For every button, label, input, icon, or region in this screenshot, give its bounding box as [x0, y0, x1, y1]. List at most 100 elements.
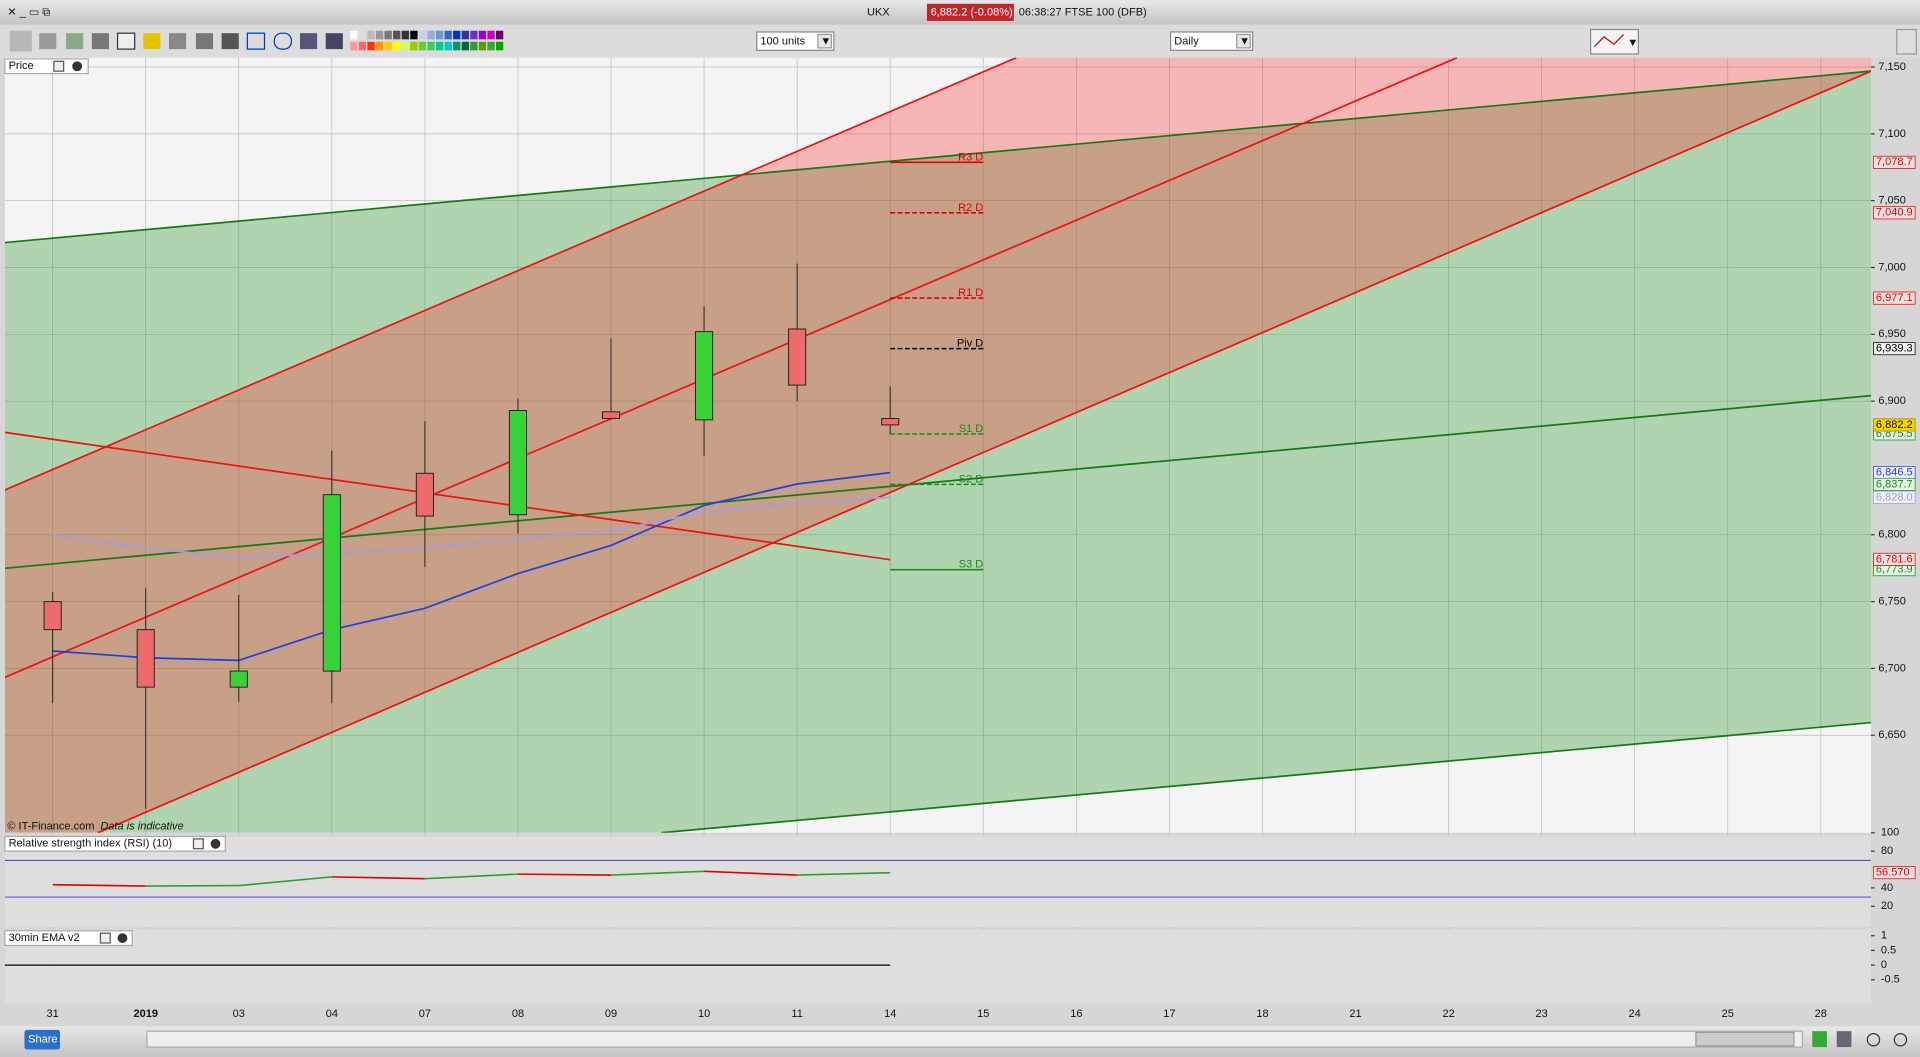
- svg-text:▼: ▼: [1239, 36, 1250, 48]
- price: 6,882.2 (-0.08%): [931, 6, 1013, 18]
- x-tick-label: 08: [512, 1008, 524, 1020]
- last-price-box: [1873, 418, 1916, 432]
- y-tick-label: 80: [1881, 845, 1893, 857]
- status: 06:38:27 FTSE 100 (DFB): [1019, 6, 1147, 18]
- candle-down: [43, 601, 62, 631]
- rsi-segment: [704, 870, 798, 876]
- y-tick-label: -0.5: [1881, 974, 1900, 986]
- y-tick-label: 6,700: [1878, 662, 1906, 674]
- svg-text:▼: ▼: [820, 36, 831, 48]
- share-button[interactable]: Share: [24, 1029, 60, 1050]
- channels: [4, 57, 1872, 833]
- panel-buttons[interactable]: [99, 932, 128, 944]
- y-tick-label: 1: [1881, 930, 1887, 942]
- pivot-name: R1 D: [958, 287, 983, 299]
- rsi-segment: [517, 873, 612, 876]
- level-label-box: [1873, 206, 1916, 220]
- panel-title: 30min EMA v2: [9, 932, 80, 944]
- red-channel: [4, 57, 1872, 833]
- trend-line: [4, 431, 891, 561]
- drawing-tools[interactable]: [9, 30, 343, 52]
- candle-down: [601, 411, 621, 419]
- panel-title: Price: [9, 60, 34, 72]
- y-tick-label: 7,000: [1878, 261, 1906, 273]
- x-tick-label: 11: [791, 1008, 802, 1020]
- y-tick-label: 6,950: [1878, 328, 1906, 340]
- candle-down: [136, 629, 155, 688]
- level-label: 6,837.7: [1876, 478, 1913, 490]
- trend-line: [661, 721, 1872, 833]
- trend-line: [4, 70, 1872, 244]
- window-controls[interactable]: ✕ _ ▭ ⧉: [7, 6, 50, 18]
- panel-buttons[interactable]: [192, 838, 221, 850]
- x-tick-label: 14: [884, 1008, 896, 1020]
- rsi-segment: [797, 871, 891, 876]
- level-label: 7,040.9: [1876, 207, 1913, 219]
- share-label: Share: [28, 1034, 57, 1046]
- plot-area: [4, 57, 1872, 833]
- side-toggle[interactable]: [1896, 28, 1917, 55]
- level-label: 6,773.9: [1876, 564, 1913, 576]
- y-tick-label: 20: [1881, 900, 1893, 912]
- panel-buttons[interactable]: [53, 60, 83, 72]
- level-label-box: [1873, 291, 1916, 305]
- level-label-box: [1873, 477, 1916, 491]
- candle-up: [322, 494, 341, 672]
- panel-header: [4, 835, 226, 852]
- y-tick-label: 100: [1881, 827, 1899, 839]
- pivot-name: S3 D: [959, 559, 984, 571]
- panel-header: [4, 58, 89, 75]
- size-value: 100 units: [760, 36, 805, 48]
- candle-up: [695, 331, 714, 421]
- level-label: 7,078.7: [1876, 156, 1913, 168]
- moving-average: [52, 496, 891, 559]
- indicator-menu[interactable]: ▼: [1590, 28, 1639, 55]
- moving-average: [52, 471, 891, 662]
- pivot-name: S2 D: [959, 473, 984, 485]
- level-label: 6,939.3: [1876, 343, 1913, 355]
- color-palette[interactable]: [350, 30, 504, 51]
- pivot-name: S1 D: [959, 423, 984, 435]
- x-tick-label: 22: [1442, 1008, 1454, 1020]
- y-tick-label: 6,750: [1878, 595, 1906, 607]
- x-tick-label: 31: [47, 1008, 59, 1020]
- y-tick-label: 7,050: [1878, 195, 1906, 207]
- y-tick-label: 6,650: [1878, 729, 1906, 741]
- x-tick-label: 23: [1535, 1008, 1547, 1020]
- scrollbar[interactable]: [146, 1030, 1804, 1048]
- trend-line: [4, 57, 1458, 679]
- x-tick-label: 21: [1349, 1008, 1361, 1020]
- pivot-name: Piv D: [957, 338, 983, 350]
- x-tick-label: 10: [698, 1008, 710, 1020]
- x-tick-label: 09: [605, 1008, 617, 1020]
- rsi-last-label: 56.570: [1876, 867, 1910, 879]
- x-tick-label: 2019: [133, 1008, 158, 1020]
- zoom-tools[interactable]: [1812, 1031, 1908, 1048]
- last-price-label: 6,882.2: [1876, 419, 1913, 431]
- x-tick-label: 04: [326, 1008, 338, 1020]
- period-select[interactable]: ▼ Daily: [1170, 31, 1254, 51]
- note: Data is indicative: [100, 821, 183, 833]
- x-tick-label: 28: [1815, 1008, 1827, 1020]
- series-last-label-box: [1873, 490, 1916, 504]
- series-last-label: 6,828.0: [1876, 491, 1913, 503]
- rsi-segment: [238, 876, 332, 887]
- y-tick-label: 0.5: [1881, 944, 1896, 956]
- y-tick-label: 6,900: [1878, 395, 1906, 407]
- ema-panel: [4, 929, 1872, 1003]
- size-select[interactable]: ▼ 100 units: [756, 31, 835, 51]
- y-tick-label: 6,800: [1878, 529, 1906, 541]
- rsi-panel: [4, 836, 1872, 928]
- level-label-box: [1873, 342, 1916, 356]
- y-tick-label: 7,100: [1878, 128, 1906, 140]
- panel-title: Relative strength index (RSI) (10): [9, 838, 172, 850]
- candle-down: [415, 472, 434, 517]
- candle-down: [788, 328, 807, 386]
- x-tick-label: 17: [1163, 1008, 1175, 1020]
- x-tick-label: 07: [419, 1008, 431, 1020]
- x-tick-label: 16: [1070, 1008, 1082, 1020]
- x-tick-label: 25: [1722, 1008, 1734, 1020]
- price-badge: [926, 3, 1014, 21]
- x-tick-label: 15: [977, 1008, 989, 1020]
